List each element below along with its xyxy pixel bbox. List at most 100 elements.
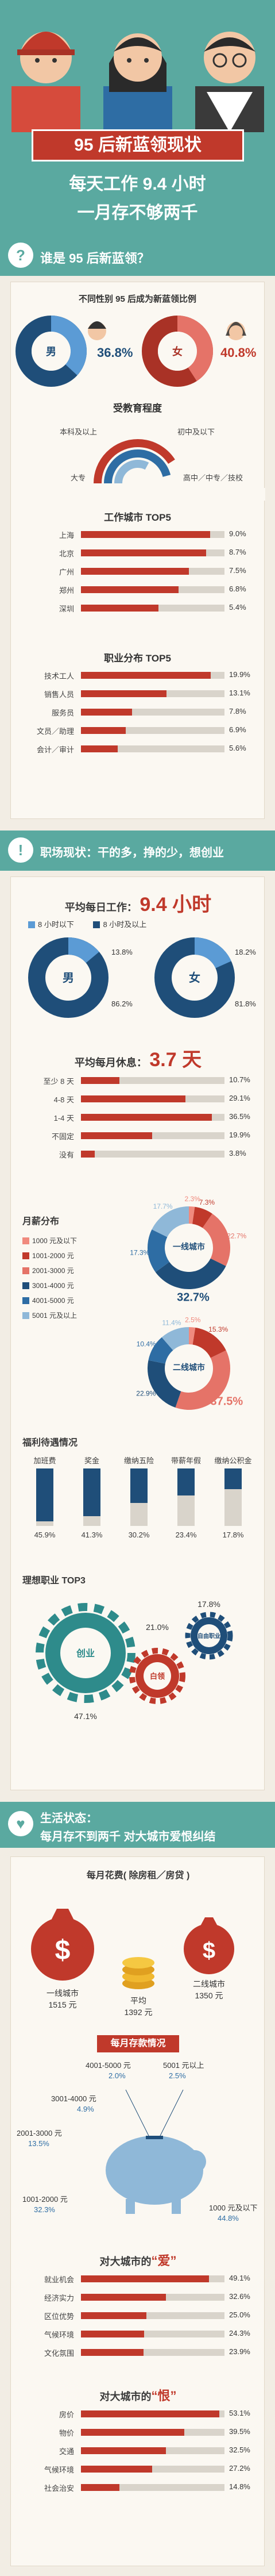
benefit-fill	[83, 1468, 100, 1516]
hours-value: 9.4 小时	[140, 894, 212, 916]
bar-value: 32.5%	[229, 2446, 250, 2454]
bar-row: 技术工人 19.9%	[34, 670, 264, 680]
money-bag-icon: $	[31, 1909, 94, 1981]
bar-fill	[81, 2331, 145, 2337]
bar-row: 会计／审计 5.6%	[34, 744, 264, 754]
bar-fill	[81, 531, 210, 538]
bar-track	[81, 568, 224, 575]
legend-under8: 8 小时以下	[38, 920, 74, 929]
bar-fill	[81, 549, 206, 556]
bar-track	[81, 1114, 224, 1121]
bar-row: 气候环境 27.2%	[34, 2464, 264, 2474]
bar-label: 不固定	[51, 1132, 74, 1141]
save-5-value: 44.8%	[218, 2214, 239, 2223]
bar-row: 文员／助理 6.9%	[34, 725, 264, 736]
bar-row: 区位优势 25.0%	[34, 2310, 264, 2321]
bar-fill	[81, 2410, 220, 2417]
salary-slice	[155, 1258, 226, 1289]
love-title-b: “爱”	[151, 2254, 177, 2268]
rest-title-row: 平均每月休息： 3.7 天	[11, 1044, 265, 1072]
bar-track	[81, 531, 224, 538]
bar-fill	[81, 2447, 166, 2454]
salary-slice	[192, 1327, 226, 1358]
save-2-value: 4.9%	[77, 2105, 94, 2113]
page-title: 95 后新蓝领现状	[74, 136, 202, 155]
bar-row: 气候环境 24.3%	[34, 2329, 264, 2339]
spend-avg-value: 1392 元	[124, 2008, 152, 2017]
bar-value: 19.9%	[229, 1131, 250, 1139]
female-donut-arc	[142, 316, 213, 387]
hours-female-b: 81.8%	[235, 999, 256, 1008]
salary-slice-label: 37.5%	[210, 1395, 243, 1408]
male-donut-arc	[16, 316, 87, 387]
bar-fill	[81, 1095, 185, 1102]
gear-freelance-icon: 自由职业	[185, 1612, 233, 1660]
bar-row: 房价 53.1%	[34, 2409, 264, 2419]
bar-track	[81, 2484, 224, 2491]
bar-label: 至少 8 天	[43, 1077, 74, 1086]
worker-glasses-icon	[195, 32, 264, 132]
bar-fill	[81, 745, 118, 752]
bar-fill	[81, 2349, 144, 2356]
bar-value: 32.6%	[229, 2292, 250, 2301]
bar-track	[81, 2447, 224, 2454]
bar-row: 4-8 天 29.1%	[34, 1094, 264, 1104]
piggy-bank-icon	[106, 2136, 206, 2214]
section1-banner: ? 谁是 95 后新蓝领？	[0, 236, 275, 276]
rest-list: 至少 8 天 10.7% 4-8 天 29.1% 1-4 天 36.5% 不固定 19.9% 没…	[11, 1075, 265, 1167]
bar-track	[81, 2331, 224, 2337]
jobs-title: 职业分布 TOP5	[104, 653, 171, 664]
bar-label: 文员／助理	[36, 727, 74, 736]
bar-row: 郑州 6.8%	[34, 585, 264, 595]
benefit-column: 加班费 45.9%	[22, 1455, 67, 1547]
bar-fill	[81, 727, 126, 734]
bar-value: 8.7%	[229, 548, 246, 556]
section2-banner: ! 职场现状：干的多，挣的少，想创业	[0, 831, 275, 871]
salary-legend-label: 1000 元及以下	[32, 1237, 78, 1245]
tier2-label: 二线城市	[173, 1363, 205, 1372]
hate-title-row: 对大城市的“恨”	[11, 2386, 265, 2404]
gender-title: 不同性别 95 后成为新蓝领比例	[78, 294, 197, 304]
bar-row: 1-4 天 36.5%	[34, 1112, 264, 1122]
ideal-title: 理想职业 TOP3	[22, 1576, 86, 1586]
salary-slice-label: 22.9%	[136, 1390, 156, 1398]
bar-fill	[81, 672, 211, 679]
bar-fill	[81, 568, 189, 575]
section2-heading: 职场现状：干的多，挣的少，想创业	[40, 847, 224, 859]
bar-fill	[81, 2429, 184, 2436]
save-title: 每月存款情况	[110, 2039, 166, 2048]
bar-row: 深圳 5.4%	[34, 603, 264, 613]
salary-slice	[148, 1360, 181, 1408]
bar-label: 区位优势	[44, 2312, 74, 2321]
ideal-2-label: 自由职业	[197, 1632, 220, 1640]
salary-legend-item: 5001 元及以上	[22, 1308, 109, 1323]
bar-fill	[81, 1151, 95, 1158]
worker-woman-icon	[103, 33, 172, 132]
bar-track	[81, 1095, 224, 1102]
benefit-label: 加班费	[33, 1456, 56, 1465]
salary-slice	[148, 1229, 170, 1272]
love-title-row: 对大城市的“爱”	[11, 2251, 265, 2269]
benefit-track	[177, 1468, 195, 1526]
bar-row: 广州 7.5%	[34, 566, 264, 576]
benefit-fill	[130, 1468, 148, 1504]
benefit-fill	[224, 1468, 242, 1489]
hours-title-row: 平均每日工作： 9.4 小时	[11, 889, 265, 917]
bar-value: 13.1%	[229, 689, 250, 697]
save-4-value: 32.3%	[34, 2205, 55, 2214]
money-bag-small-icon: $	[184, 1917, 234, 1974]
bar-row: 上海 9.0%	[34, 529, 264, 540]
save-1-value: 2.5%	[169, 2071, 186, 2080]
bar-track	[81, 1132, 224, 1139]
salary-legend-label: 4001-5000 元	[32, 1297, 74, 1305]
rest-title: 平均每月休息：	[74, 1057, 147, 1068]
benefit-column: 缴纳公积金 17.8%	[211, 1455, 255, 1547]
bar-value: 25.0%	[229, 2310, 250, 2319]
bar-track	[81, 690, 224, 697]
bar-label: 郑州	[59, 586, 74, 595]
male-value: 36.8%	[97, 345, 133, 360]
salary-legend-label: 5001 元及以上	[32, 1312, 78, 1320]
benefit-track	[83, 1468, 100, 1526]
hate-list: 房价 53.1% 物价 39.5% 交通 32.5% 气候环境 27.2% 社会治安 14.8%	[11, 2409, 265, 2506]
salary-slice	[189, 1327, 196, 1345]
